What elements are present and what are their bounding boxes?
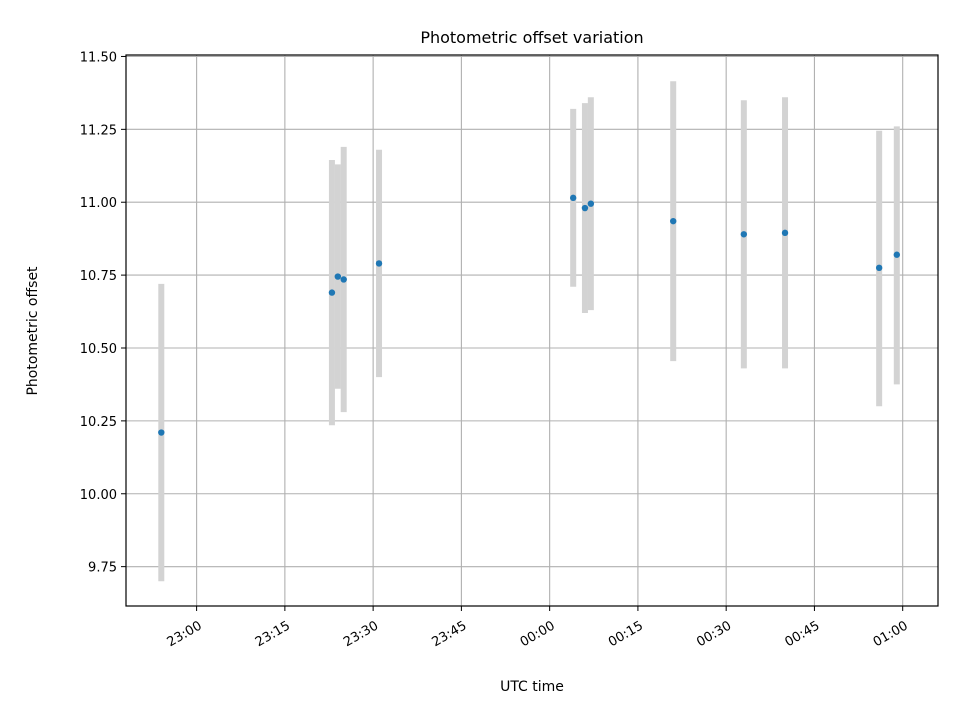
data-point <box>740 231 748 238</box>
data-point <box>340 276 347 283</box>
data-point <box>670 217 677 225</box>
y-tick-label: 10.00 <box>80 488 117 503</box>
grid <box>126 55 938 606</box>
y-tick-label: 11.50 <box>80 50 117 65</box>
data-point <box>875 264 883 272</box>
x-tick-label: 23:00 <box>165 618 205 650</box>
x-tick-label: 00:00 <box>518 618 558 650</box>
x-tick-label: 00:15 <box>606 618 646 650</box>
chart-title: Photometric offset variation <box>420 28 643 47</box>
y-tick-label: 10.50 <box>80 342 117 357</box>
data-point <box>587 200 595 207</box>
data-points <box>158 194 901 436</box>
x-tick-label: 00:45 <box>782 618 822 650</box>
data-point <box>569 194 577 202</box>
plot-frame <box>125 54 939 607</box>
x-axis-ticks: 23:00 23:15 23:30 23:45 00:00 00:15 00:30 00:45… <box>165 606 911 650</box>
error-bars <box>158 81 900 582</box>
data-point <box>375 260 383 267</box>
y-axis-ticks: 9.75 10.00 10.25 10.50 10.75 11.00 11.25 11.50 <box>80 50 126 576</box>
data-point <box>893 251 901 258</box>
data-point <box>781 229 789 237</box>
x-tick-label: 23:45 <box>429 618 469 650</box>
x-axis-label: UTC time <box>500 679 564 695</box>
data-point <box>328 289 336 296</box>
y-tick-label: 9.75 <box>88 561 117 576</box>
y-tick-label: 11.00 <box>80 196 117 211</box>
y-tick-label: 10.75 <box>80 269 117 284</box>
x-tick-label: 23:30 <box>341 618 381 650</box>
data-point <box>334 273 342 280</box>
x-tick-label: 23:15 <box>253 618 293 650</box>
y-tick-label: 11.25 <box>80 123 117 138</box>
y-tick-label: 10.25 <box>80 415 117 430</box>
data-point <box>581 204 589 212</box>
data-point <box>158 429 165 436</box>
y-axis-label: Photometric offset <box>25 266 41 396</box>
x-tick-label: 00:30 <box>694 618 734 650</box>
x-tick-label: 01:00 <box>871 618 911 650</box>
